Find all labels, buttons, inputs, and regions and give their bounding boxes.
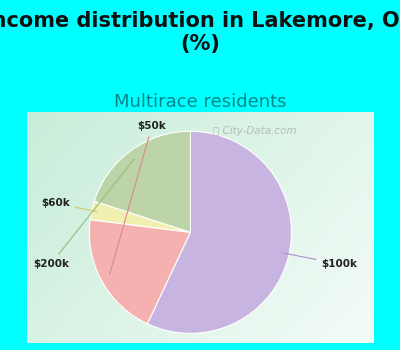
Text: ⓘ City-Data.com: ⓘ City-Data.com (213, 126, 296, 136)
Wedge shape (90, 201, 190, 232)
Text: $100k: $100k (284, 253, 358, 269)
Text: $200k: $200k (33, 159, 134, 269)
Text: $60k: $60k (41, 198, 97, 211)
Text: Income distribution in Lakemore, OH
(%): Income distribution in Lakemore, OH (%) (0, 10, 400, 54)
Wedge shape (94, 131, 190, 232)
Text: $50k: $50k (110, 121, 166, 274)
Wedge shape (89, 220, 190, 324)
Text: Multirace residents: Multirace residents (114, 93, 286, 111)
Wedge shape (147, 131, 292, 334)
